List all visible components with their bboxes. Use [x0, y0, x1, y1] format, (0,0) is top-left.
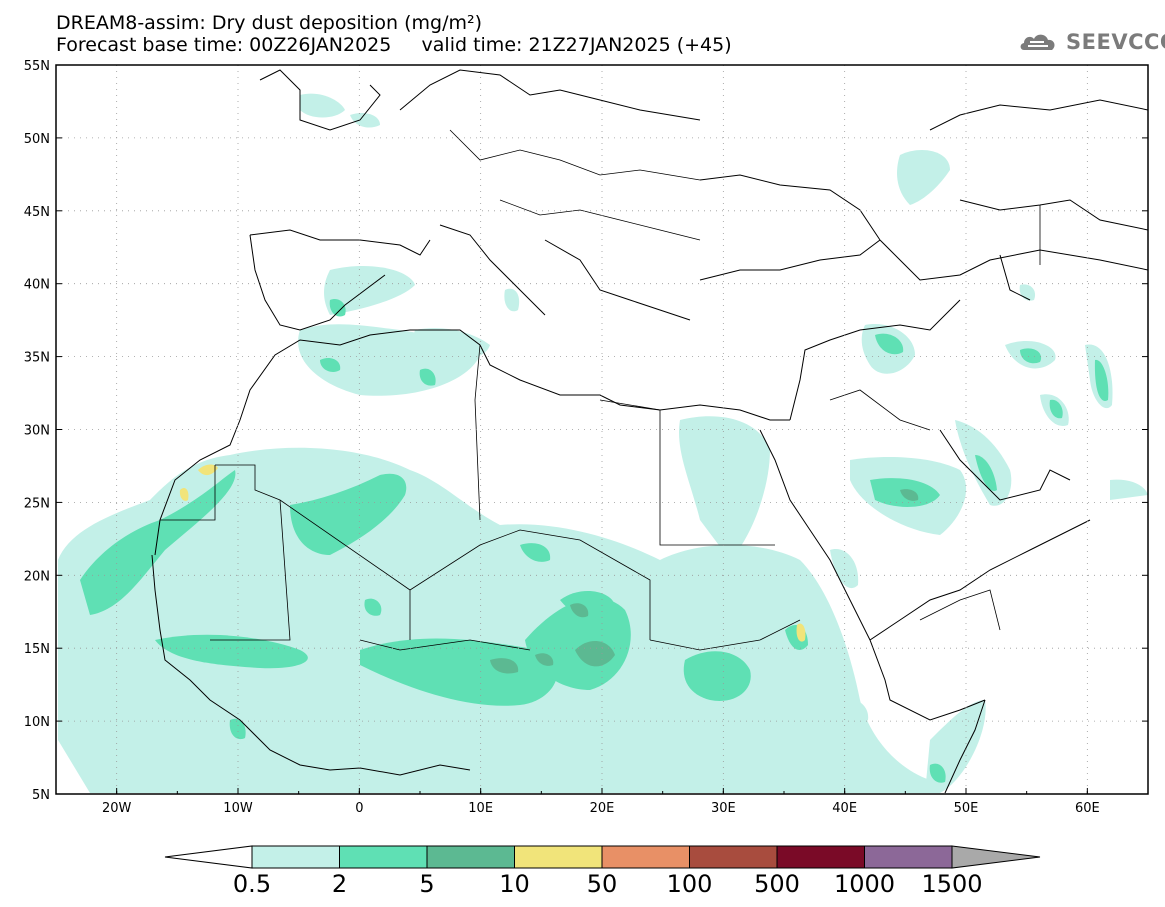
colorbar-swatch [864, 845, 953, 869]
chart-subtitle: Forecast base time: 00Z26JAN2025 valid t… [56, 34, 732, 56]
axis-tick-labels: 20W 10W 0 10E 20E 30E 40E 50E 60E 55N 50N 45N 40N 35N… [24, 59, 1100, 816]
dust-field-layer [58, 93, 1148, 793]
tick-label-lat: 20N [24, 569, 50, 584]
tick-label-lat: 10N [24, 715, 50, 730]
colorbar-threshold-label: 500 [754, 870, 800, 898]
colorbar-under-arrow [164, 845, 253, 869]
colorbar-threshold-label: 1500 [921, 870, 983, 898]
tick-label-lat: 55N [24, 59, 50, 74]
tick-label-lon: 60E [1075, 801, 1100, 816]
colorbar-swatch [251, 845, 340, 869]
colorbar-swatch [514, 845, 603, 869]
colorbar-swatch [689, 845, 778, 869]
tick-label-lon: 10E [468, 801, 493, 816]
tick-label-lat: 25N [24, 496, 50, 511]
colorbar [164, 845, 1041, 869]
tick-label-lat: 5N [32, 788, 50, 803]
colorbar-swatch [776, 845, 865, 869]
tick-label-lat: 30N [24, 424, 50, 439]
country-borders [160, 129, 1041, 651]
colorbar-swatch [601, 845, 690, 869]
colorbar-threshold-label: 100 [666, 870, 713, 898]
tick-label-lon: 0 [355, 801, 363, 816]
tick-label-lon: 20W [102, 801, 132, 816]
colorbar-threshold-label: 2 [331, 870, 348, 898]
tick-label-lon: 40E [832, 801, 857, 816]
tick-label-lat: 40N [24, 278, 50, 293]
tick-label-lat: 45N [24, 205, 50, 220]
tick-label-lon: 20E [590, 801, 615, 816]
cloud-icon [1020, 34, 1055, 50]
tick-label-lat: 50N [24, 132, 50, 147]
colorbar-threshold-label: 5 [419, 870, 435, 898]
gridlines [56, 65, 1148, 794]
axis-ticks [55, 64, 1149, 795]
colorbar-threshold-label: 0.5 [232, 870, 272, 898]
colorbar-threshold-label: 1000 [833, 870, 896, 898]
colorbar-swatch [426, 845, 515, 869]
chart-title: DREAM8-assim: Dry dust deposition (mg/m²… [56, 12, 483, 34]
tick-label-lat: 35N [24, 351, 50, 366]
tick-label-lon: 10W [223, 801, 253, 816]
colorbar-over-arrow [951, 845, 1041, 869]
tick-label-lon: 50E [954, 801, 979, 816]
colorbar-swatch [339, 845, 428, 869]
colorbar-threshold-label: 10 [499, 870, 530, 898]
coastlines [151, 69, 1149, 794]
logo-text: SEEVCCC [1066, 30, 1165, 54]
colorbar-threshold-label: 50 [586, 870, 618, 898]
tick-label-lon: 30E [711, 801, 736, 816]
tick-label-lat: 15N [24, 642, 50, 657]
